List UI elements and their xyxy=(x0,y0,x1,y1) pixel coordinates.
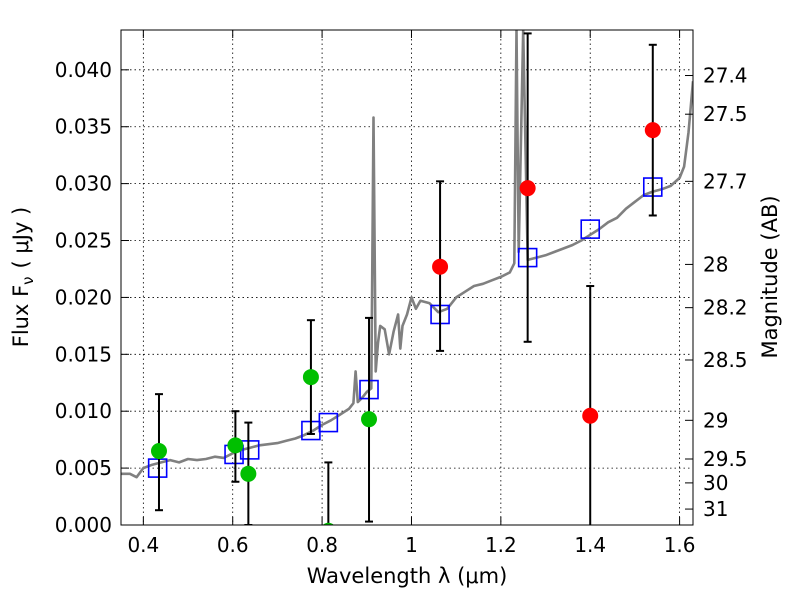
y2-tick-label: 29 xyxy=(703,408,728,432)
observed-point-circle xyxy=(150,443,167,460)
model-point-square xyxy=(318,412,339,433)
x-tick-label: 0.6 xyxy=(217,533,249,557)
observed-point-circle xyxy=(432,258,449,275)
model-point-square xyxy=(147,458,168,478)
x-axis-title: Wavelength λ (μm) xyxy=(307,564,508,588)
observed-point-circle xyxy=(302,369,319,386)
y-tick-label: 0.000 xyxy=(55,513,112,537)
y-tick-label: 0.015 xyxy=(55,342,112,366)
observed-point-circle xyxy=(227,437,244,454)
y2-tick-label: 28 xyxy=(703,252,728,276)
y-axis-title: Flux Fν ( μJy ) xyxy=(9,207,37,348)
x-tick-label: 0.4 xyxy=(127,533,159,557)
observed-point-circle xyxy=(644,122,661,139)
x-tick-label: 0.8 xyxy=(306,533,338,557)
x-tick-label: 1.2 xyxy=(485,533,517,557)
y-tick-label: 0.040 xyxy=(55,58,112,82)
x-tick-label: 1.6 xyxy=(664,533,696,557)
y2-tick-label: 28.2 xyxy=(703,296,748,320)
y2-tick-label: 27.4 xyxy=(703,64,748,88)
y-tick-label: 0.025 xyxy=(55,229,112,253)
observed-circle-markers xyxy=(150,122,661,525)
grid-lines xyxy=(121,30,693,526)
y2-tick-label: 30 xyxy=(703,471,728,495)
y-axis-title-unit: ( μJy ) xyxy=(9,207,33,269)
plot-frame xyxy=(120,29,694,526)
y2-tick-label: 29.5 xyxy=(703,447,748,471)
y2-axis-title: Magnitude (AB) xyxy=(758,195,782,358)
y-tick-label: 0.030 xyxy=(55,172,112,196)
spectrum-path xyxy=(121,30,693,479)
x-tick-label: 1.4 xyxy=(574,533,606,557)
error-bars xyxy=(154,32,657,525)
observed-point-circle xyxy=(361,411,378,428)
y-axis-title-nu: ν xyxy=(19,276,37,284)
model-square-markers xyxy=(147,177,663,478)
x-tick-label: 1 xyxy=(405,533,418,557)
y2-tick-label: 27.7 xyxy=(703,169,748,193)
spectrum-line xyxy=(121,30,693,479)
y-tick-label: 0.005 xyxy=(55,456,112,480)
observed-point-circle xyxy=(240,465,257,482)
y2-tick-label: 28.5 xyxy=(703,348,748,372)
model-point-square xyxy=(580,219,601,239)
observed-point-circle xyxy=(519,180,536,197)
axis-ticks: 0.4 0.6 0.8 1 1.2 1.4 1.6 0.000 0.005 0.010 0.015 0… xyxy=(55,30,748,557)
y-axis-title-flux: Flux F xyxy=(9,285,33,347)
observed-point-circle xyxy=(582,407,599,424)
y-tick-label: 0.035 xyxy=(55,115,112,139)
y2-tick-label: 27.5 xyxy=(703,102,748,126)
y-tick-label: 0.020 xyxy=(55,285,112,309)
y-tick-label: 0.010 xyxy=(55,399,112,423)
y2-tick-label: 31 xyxy=(703,497,728,521)
